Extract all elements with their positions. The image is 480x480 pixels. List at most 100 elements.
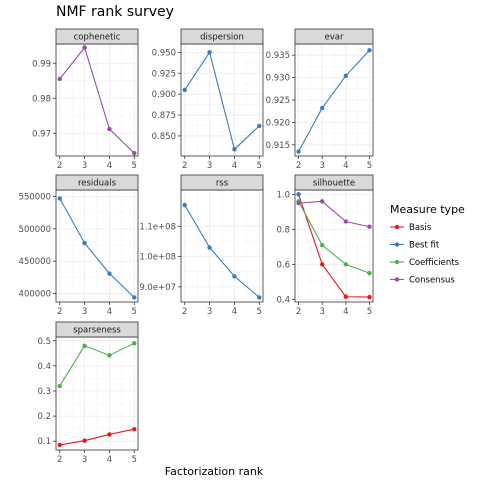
legend-key-point bbox=[394, 259, 400, 265]
series-line-basis bbox=[298, 194, 370, 298]
x-tick-label: 4 bbox=[343, 161, 348, 171]
series-best-fit bbox=[57, 196, 137, 300]
x-tick-label: 5 bbox=[367, 161, 372, 171]
series-group bbox=[296, 48, 372, 154]
series-group bbox=[182, 50, 262, 152]
legend-item-coefficients: Coefficients bbox=[390, 258, 460, 268]
data-point-best-fit bbox=[343, 73, 349, 79]
y-tick-label: 0.5 bbox=[37, 337, 51, 347]
legend-key-point bbox=[394, 242, 400, 247]
x-tick-label: 2 bbox=[57, 161, 62, 171]
data-point-best-fit bbox=[207, 50, 212, 55]
data-point-coefficients bbox=[132, 341, 137, 346]
x-tick-label: 4 bbox=[232, 161, 237, 171]
y-tick-label: 0.930 bbox=[266, 74, 290, 84]
legend-label: Coefficients bbox=[409, 258, 460, 268]
x-tick-label: 4 bbox=[232, 307, 237, 317]
legend-item-consensus: Consensus bbox=[390, 276, 455, 286]
y-tick-label: 1.0e+08 bbox=[139, 253, 176, 263]
data-point-consensus bbox=[296, 200, 301, 206]
strip-background bbox=[294, 28, 374, 45]
data-point-coefficients bbox=[319, 242, 325, 248]
x-tick-label: 2 bbox=[57, 455, 62, 465]
y-tick-label: 0.99 bbox=[32, 59, 51, 69]
data-point-best-fit bbox=[107, 271, 112, 276]
series-line-best-fit bbox=[298, 49, 370, 152]
legend-label: Basis bbox=[409, 223, 432, 233]
data-point-coefficients bbox=[57, 383, 62, 389]
x-tick-label: 2 bbox=[182, 161, 187, 171]
y-tick-label: 0.4 bbox=[37, 362, 51, 372]
x-tick-label: 2 bbox=[57, 307, 62, 317]
y-tick-label: 0.6 bbox=[276, 260, 290, 270]
data-point-consensus bbox=[319, 199, 325, 204]
x-tick-label: 3 bbox=[207, 307, 212, 317]
y-tick-label: 1.0 bbox=[276, 190, 290, 200]
series-group bbox=[57, 45, 137, 156]
strip-background bbox=[55, 174, 139, 191]
data-point-basis bbox=[367, 294, 372, 300]
y-tick-label: 550000 bbox=[19, 192, 51, 202]
data-point-basis bbox=[82, 438, 87, 443]
x-tick-label: 3 bbox=[319, 161, 324, 171]
grid bbox=[56, 190, 138, 302]
legend-title: Measure type bbox=[390, 203, 465, 216]
y-tick-label: 0.2 bbox=[37, 412, 51, 422]
y-tick-label: 0.900 bbox=[152, 90, 176, 100]
strip-label: sparseness bbox=[73, 326, 121, 336]
y-tick-label: 500000 bbox=[19, 225, 51, 235]
series-line-coefficients bbox=[298, 201, 370, 274]
series-consensus bbox=[57, 45, 137, 156]
data-point-best-fit bbox=[57, 196, 62, 201]
data-point-coefficients bbox=[343, 262, 349, 267]
data-point-best-fit bbox=[257, 123, 262, 129]
x-tick-label: 2 bbox=[296, 161, 301, 171]
panel-evar: evar 0.915 0.920 0.925 0.930 0.935 2 3 4 5 bbox=[266, 28, 374, 171]
y-tick-label: 0.925 bbox=[152, 69, 176, 79]
x-tick-label: 3 bbox=[82, 455, 87, 465]
legend-label: Best fit bbox=[409, 241, 440, 251]
y-tick-label: 0.920 bbox=[266, 118, 290, 128]
data-point-basis bbox=[57, 442, 62, 448]
y-tick-label: 0.98 bbox=[32, 94, 51, 104]
x-tick-label: 2 bbox=[296, 307, 301, 317]
legend-items: Basis Best fit Coefficients Consensus bbox=[390, 223, 460, 286]
series-best-fit bbox=[182, 50, 262, 152]
data-point-best-fit bbox=[367, 48, 372, 53]
strip-background bbox=[180, 28, 264, 45]
x-tick-label: 2 bbox=[182, 307, 187, 317]
data-point-best-fit bbox=[182, 87, 187, 93]
x-tick-label: 3 bbox=[82, 307, 87, 317]
data-point-best-fit bbox=[82, 240, 87, 246]
y-tick-label: 0.950 bbox=[152, 48, 176, 58]
grid bbox=[181, 190, 263, 302]
y-tick-label: 0.3 bbox=[37, 387, 51, 397]
series-line-coefficients bbox=[59, 342, 135, 387]
data-point-best-fit bbox=[319, 105, 325, 111]
data-point-best-fit bbox=[132, 295, 137, 300]
y-tick-label: 0.850 bbox=[152, 132, 176, 142]
panel-cophenetic: cophenetic 0.97 0.98 0.99 2 3 4 5 bbox=[32, 28, 139, 171]
strip-background bbox=[55, 28, 139, 45]
y-tick-label: 0.8 bbox=[276, 225, 290, 235]
legend-key-point bbox=[394, 224, 400, 230]
strip-label: evar bbox=[325, 33, 344, 43]
series-line-best-fit bbox=[59, 198, 135, 298]
x-tick-label: 3 bbox=[82, 161, 87, 171]
y-tick-label: 0.4 bbox=[276, 295, 290, 305]
series-group bbox=[296, 192, 372, 300]
data-point-basis bbox=[107, 432, 112, 437]
x-tick-label: 5 bbox=[132, 455, 137, 465]
series-line-basis bbox=[59, 428, 135, 446]
data-point-best-fit bbox=[257, 295, 262, 300]
data-point-consensus bbox=[82, 45, 87, 50]
series-group bbox=[57, 341, 137, 448]
y-tick-label: 400000 bbox=[19, 290, 51, 300]
series-best-fit bbox=[296, 48, 372, 154]
strip-label: rss bbox=[216, 179, 229, 189]
data-point-best-fit bbox=[207, 245, 212, 250]
strip-label: cophenetic bbox=[74, 33, 121, 43]
series-consensus bbox=[296, 199, 372, 229]
strip-label: silhouette bbox=[313, 179, 355, 189]
